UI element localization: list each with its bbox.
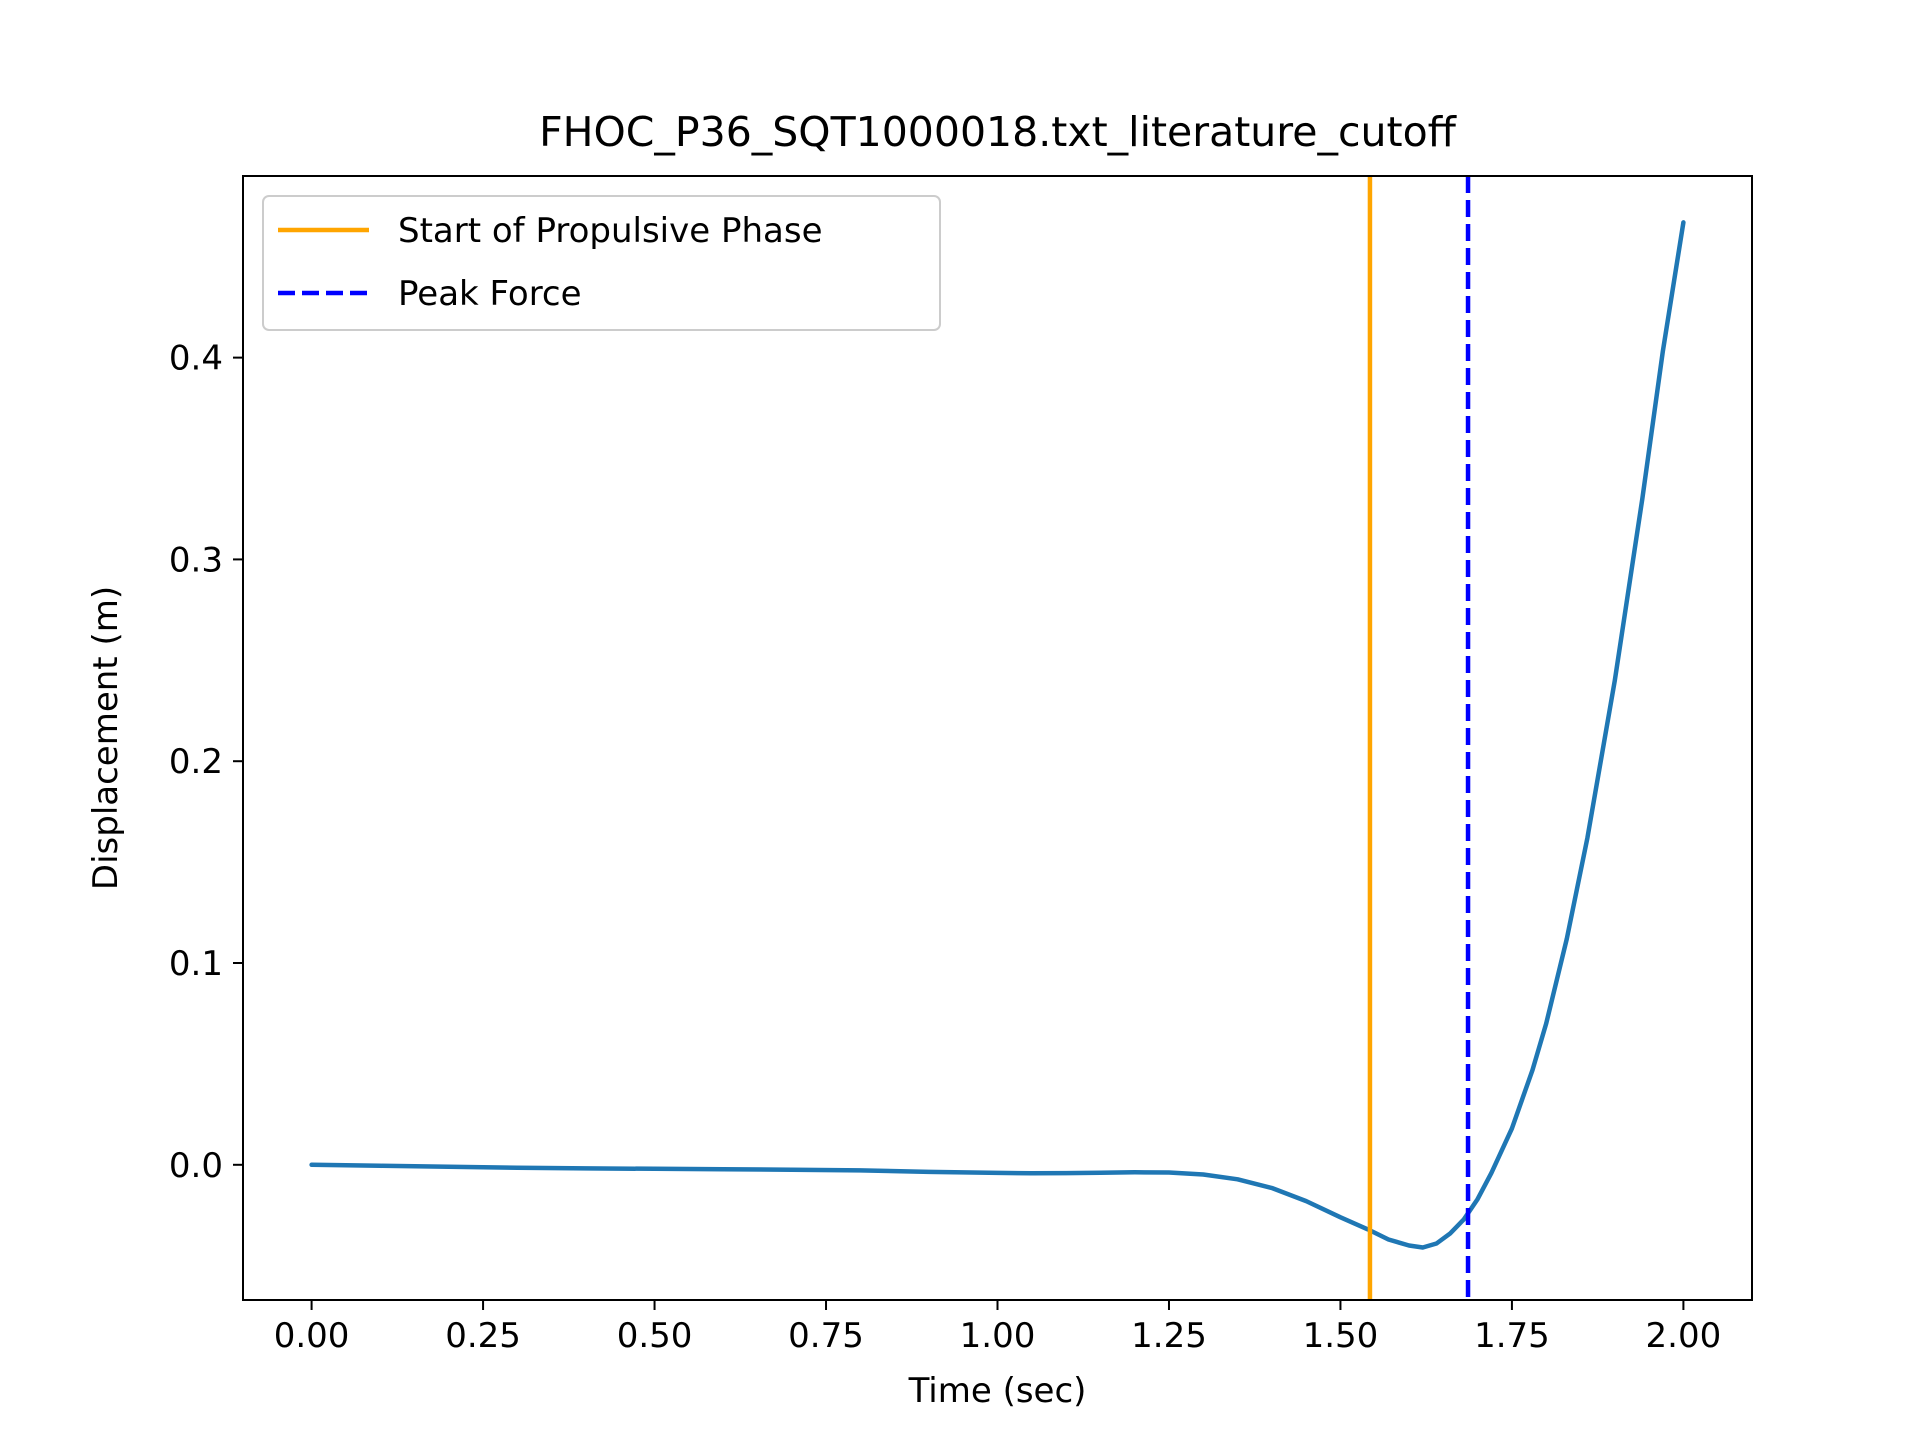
y-axis-label: Displacement (m) (86, 586, 126, 890)
x-tick-label: 1.25 (1131, 1316, 1207, 1356)
x-tick-label: 0.00 (274, 1316, 350, 1356)
legend: Start of Propulsive Phase Peak Force (262, 195, 941, 331)
y-axis: 0.0 0.1 0.2 0.3 0.4 (169, 339, 243, 1186)
x-axis-label: Time (sec) (908, 1371, 1087, 1411)
x-tick-label: 1.50 (1303, 1316, 1379, 1356)
x-tick-label: 0.75 (788, 1316, 864, 1356)
x-axis: 0.00 0.25 0.50 0.75 1.00 1.25 1.50 1.75 2.00 (274, 1300, 1722, 1356)
y-tick-label: 0.0 (169, 1146, 223, 1186)
x-tick-label: 1.75 (1474, 1316, 1550, 1356)
series-line-0 (309, 220, 1686, 1250)
y-tick-label: 0.1 (169, 944, 223, 984)
x-tick-label: 0.50 (617, 1316, 693, 1356)
legend-box (262, 195, 941, 331)
y-tick-label: 0.3 (169, 540, 223, 580)
y-tick-label: 0.4 (169, 339, 223, 379)
x-tick-label: 0.25 (445, 1316, 521, 1356)
y-tick-label: 0.2 (169, 742, 223, 782)
plot-area (242, 175, 1753, 1301)
chart-title: FHOC_P36_SQT1000018.txt_literature_cutof… (539, 108, 1458, 156)
x-tick-label: 1.00 (960, 1316, 1036, 1356)
legend-label-0: Start of Propulsive Phase (398, 211, 823, 251)
x-tick-label: 2.00 (1646, 1316, 1722, 1356)
legend-label-1: Peak Force (398, 274, 582, 314)
